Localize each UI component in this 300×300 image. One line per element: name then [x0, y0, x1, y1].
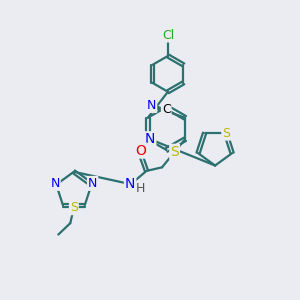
Text: S: S — [170, 145, 179, 159]
Text: S: S — [70, 201, 78, 214]
Text: H: H — [135, 182, 145, 195]
Text: N: N — [88, 177, 97, 190]
Text: N: N — [125, 177, 135, 191]
Text: S: S — [222, 127, 230, 140]
Text: C: C — [162, 103, 171, 116]
Text: Cl: Cl — [162, 28, 174, 41]
Text: N: N — [145, 132, 155, 146]
Text: N: N — [147, 99, 156, 112]
Text: N: N — [50, 177, 60, 190]
Text: O: O — [136, 144, 147, 158]
